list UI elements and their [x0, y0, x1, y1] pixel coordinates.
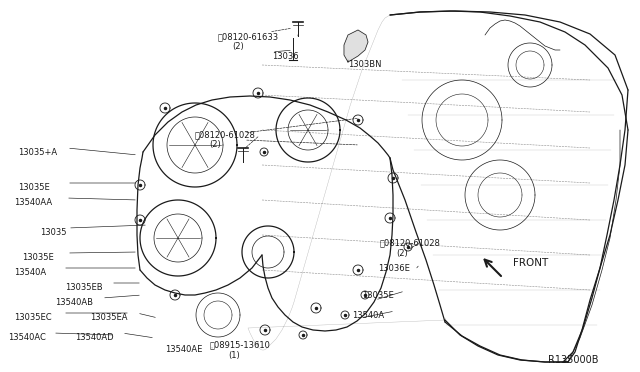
Text: 13035: 13035 [40, 228, 67, 237]
Text: Ⓑ08120-61633: Ⓑ08120-61633 [218, 32, 279, 41]
Text: 13035EA: 13035EA [90, 313, 127, 322]
Text: 13035E: 13035E [22, 253, 54, 262]
Polygon shape [344, 30, 368, 62]
Text: (1): (1) [228, 351, 240, 360]
Text: 13540A: 13540A [14, 268, 46, 277]
Text: 13540AD: 13540AD [75, 333, 114, 342]
Text: 13036: 13036 [272, 52, 299, 61]
Text: 13540AE: 13540AE [165, 345, 202, 354]
Text: 13035EB: 13035EB [65, 283, 102, 292]
Text: 13035EC: 13035EC [14, 313, 52, 322]
Text: 13540AC: 13540AC [8, 333, 46, 342]
Text: 13540AB: 13540AB [55, 298, 93, 307]
Text: 13540A: 13540A [352, 311, 384, 320]
Text: Ⓑ08120-61028: Ⓑ08120-61028 [380, 238, 441, 247]
Text: Ⓑ08915-13610: Ⓑ08915-13610 [210, 340, 271, 349]
Text: FRONT: FRONT [513, 258, 548, 268]
Text: Ⓑ08120-61028: Ⓑ08120-61028 [195, 130, 256, 139]
Text: R135000B: R135000B [548, 355, 598, 365]
Text: (2): (2) [396, 249, 408, 258]
Text: 1303BN: 1303BN [348, 60, 381, 69]
Text: 13035+A: 13035+A [18, 148, 57, 157]
Text: 13035E: 13035E [18, 183, 50, 192]
Text: (2): (2) [232, 42, 244, 51]
Text: (2): (2) [209, 140, 221, 149]
Text: 13035E: 13035E [362, 291, 394, 300]
Text: 13036E: 13036E [378, 264, 410, 273]
Text: 13540AA: 13540AA [14, 198, 52, 207]
